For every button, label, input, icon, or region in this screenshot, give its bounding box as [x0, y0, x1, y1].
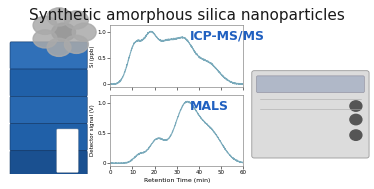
Circle shape [350, 114, 362, 125]
FancyBboxPatch shape [252, 71, 369, 158]
FancyBboxPatch shape [10, 151, 87, 175]
Circle shape [64, 11, 88, 29]
FancyBboxPatch shape [257, 76, 364, 93]
Y-axis label: Si (ppb): Si (ppb) [90, 45, 95, 67]
Text: ICP-MS/MS: ICP-MS/MS [190, 29, 265, 43]
Circle shape [72, 23, 96, 41]
X-axis label: Retention Time (min): Retention Time (min) [144, 178, 210, 183]
Circle shape [33, 16, 57, 34]
FancyBboxPatch shape [10, 124, 87, 151]
Text: Synthetic amorphous silica nanoparticles: Synthetic amorphous silica nanoparticles [29, 8, 345, 22]
Circle shape [52, 23, 76, 41]
FancyBboxPatch shape [10, 69, 87, 96]
Text: MALS: MALS [190, 100, 229, 113]
Circle shape [47, 8, 71, 26]
Circle shape [350, 130, 362, 140]
FancyBboxPatch shape [57, 129, 78, 173]
Y-axis label: Detector signal (V): Detector signal (V) [90, 105, 95, 156]
Circle shape [47, 38, 71, 56]
Circle shape [350, 101, 362, 111]
Circle shape [64, 35, 88, 53]
FancyBboxPatch shape [10, 42, 87, 69]
Circle shape [33, 30, 57, 48]
FancyBboxPatch shape [10, 96, 87, 124]
